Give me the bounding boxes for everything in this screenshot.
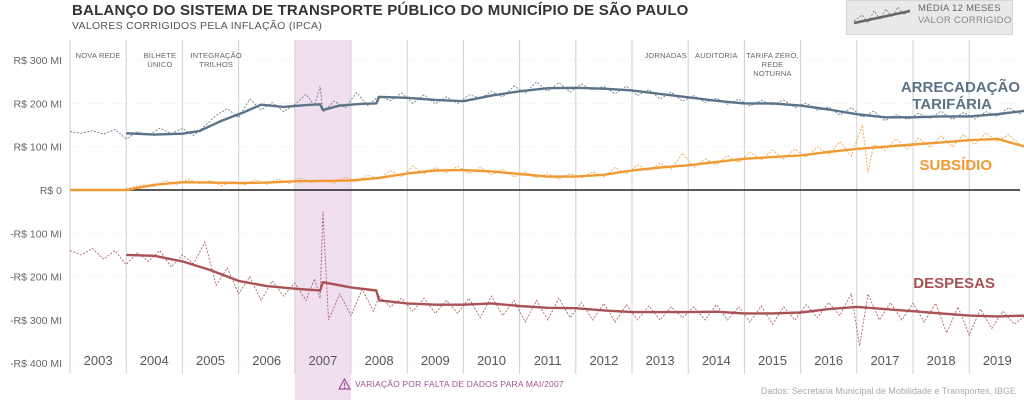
year-tick-label: 2014 bbox=[702, 353, 731, 368]
event-label: ÚNICO bbox=[147, 60, 172, 69]
event-label: AUDITORIA bbox=[695, 51, 738, 60]
event-label: NOVA REDE bbox=[76, 51, 121, 60]
y-tick-label: -R$ 400 MI bbox=[10, 358, 62, 370]
y-tick-label: -R$ 100 MI bbox=[10, 228, 62, 240]
legend-raw-label: VALOR CORRIGIDO bbox=[918, 15, 1012, 26]
series-smooth-subsidio bbox=[70, 137, 1024, 192]
event-label: NOTURNA bbox=[753, 69, 791, 78]
year-tick-label: 2004 bbox=[140, 353, 169, 368]
source-note: Dados: Secretaria Municipal de Mobilidad… bbox=[760, 386, 1016, 396]
event-label: REDE bbox=[762, 60, 784, 69]
series-label-despesas: DESPESAS bbox=[913, 275, 995, 292]
y-tick-label: R$ 300 MI bbox=[14, 55, 62, 67]
warning-text: VARIAÇÃO POR FALTA DE DADOS PARA MAI/200… bbox=[355, 379, 564, 389]
y-tick-label: -R$ 300 MI bbox=[10, 315, 62, 327]
year-tick-label: 2006 bbox=[252, 353, 281, 368]
series-smooth-arrecadacao bbox=[126, 86, 1024, 136]
series-label-subsidio: SUBSÍDIO bbox=[919, 157, 992, 174]
series-label-arrecadacao: ARRECADAÇÃO bbox=[901, 78, 1020, 96]
series-raw-despesas bbox=[69, 211, 1024, 346]
year-tick-label: 2009 bbox=[421, 353, 450, 368]
warning-icon bbox=[338, 378, 351, 390]
year-tick-label: 2010 bbox=[477, 353, 506, 368]
y-tick-label: -R$ 200 MI bbox=[10, 272, 62, 284]
year-tick-label: 2012 bbox=[589, 353, 618, 368]
page-title: BALANÇO DO SISTEMA DE TRANSPORTE PÚBLICO… bbox=[72, 2, 689, 19]
event-label: INTEGRAÇÃO bbox=[190, 51, 242, 60]
year-tick-label: 2005 bbox=[196, 353, 225, 368]
year-tick-label: 2015 bbox=[758, 353, 787, 368]
year-tick-label: 2016 bbox=[814, 353, 843, 368]
event-label: TRILHOS bbox=[199, 60, 233, 69]
year-tick-label: 2013 bbox=[646, 353, 675, 368]
event-label: BILHETE bbox=[144, 51, 177, 60]
year-tick-label: 2003 bbox=[84, 353, 113, 368]
y-tick-label: R$ 200 MI bbox=[14, 98, 62, 110]
series-smooth-despesas bbox=[126, 253, 1024, 318]
series-raw-arrecadacao bbox=[69, 81, 1024, 140]
year-tick-label: 2007 bbox=[308, 353, 337, 368]
year-tick-label: 2011 bbox=[534, 353, 562, 368]
legend-smooth-label: MÉDIA 12 MESES bbox=[918, 3, 1001, 14]
event-label: JORNADAS bbox=[644, 51, 686, 60]
legend-icon bbox=[853, 6, 911, 25]
year-tick-label: 2017 bbox=[870, 353, 899, 368]
page-subtitle: VALORES CORRIGIDOS PELA INFLAÇÃO (IPCA) bbox=[72, 20, 323, 32]
data-warning: VARIAÇÃO POR FALTA DE DADOS PARA MAI/200… bbox=[338, 378, 564, 390]
year-tick-label: 2019 bbox=[983, 353, 1012, 368]
y-tick-label: R$ 0 bbox=[40, 185, 62, 197]
y-tick-label: R$ 100 MI bbox=[14, 142, 62, 154]
series-raw-subsidio bbox=[70, 124, 1024, 191]
series-label-arrecadacao: TARIFÁRIA bbox=[912, 96, 992, 113]
year-tick-label: 2008 bbox=[365, 353, 394, 368]
event-label: TARIFA ZERO, bbox=[746, 51, 799, 60]
year-tick-label: 2018 bbox=[927, 353, 956, 368]
